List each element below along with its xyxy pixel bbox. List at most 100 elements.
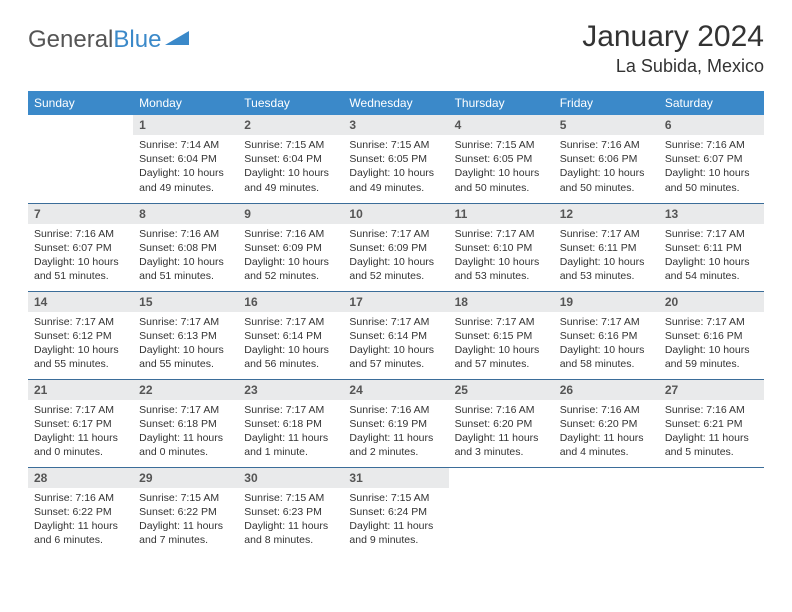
- daylight-text-1: Daylight: 10 hours: [455, 255, 548, 269]
- daylight-text-1: Daylight: 10 hours: [665, 255, 758, 269]
- daylight-text-2: and 49 minutes.: [244, 181, 337, 195]
- day-number: 27: [659, 380, 764, 400]
- day-cell: 13Sunrise: 7:17 AMSunset: 6:11 PMDayligh…: [659, 203, 764, 291]
- sunset-text: Sunset: 6:14 PM: [349, 329, 442, 343]
- title-block: January 2024 La Subida, Mexico: [582, 20, 764, 77]
- day-header: Thursday: [449, 91, 554, 115]
- daylight-text-1: Daylight: 10 hours: [560, 166, 653, 180]
- daylight-text-2: and 50 minutes.: [560, 181, 653, 195]
- sunrise-text: Sunrise: 7:16 AM: [560, 403, 653, 417]
- day-number: 1: [133, 115, 238, 135]
- daylight-text-2: and 8 minutes.: [244, 533, 337, 547]
- day-cell: 19Sunrise: 7:17 AMSunset: 6:16 PMDayligh…: [554, 291, 659, 379]
- day-cell: 30Sunrise: 7:15 AMSunset: 6:23 PMDayligh…: [238, 467, 343, 555]
- sunset-text: Sunset: 6:08 PM: [139, 241, 232, 255]
- daylight-text-2: and 0 minutes.: [139, 445, 232, 459]
- day-content: Sunrise: 7:17 AMSunset: 6:17 PMDaylight:…: [28, 400, 133, 466]
- day-cell: 5Sunrise: 7:16 AMSunset: 6:06 PMDaylight…: [554, 115, 659, 203]
- day-cell: 20Sunrise: 7:17 AMSunset: 6:16 PMDayligh…: [659, 291, 764, 379]
- day-number: 2: [238, 115, 343, 135]
- sunrise-text: Sunrise: 7:17 AM: [349, 227, 442, 241]
- sunrise-text: Sunrise: 7:16 AM: [455, 403, 548, 417]
- daylight-text-1: Daylight: 11 hours: [139, 431, 232, 445]
- day-cell: 22Sunrise: 7:17 AMSunset: 6:18 PMDayligh…: [133, 379, 238, 467]
- daylight-text-2: and 56 minutes.: [244, 357, 337, 371]
- sunrise-text: Sunrise: 7:17 AM: [455, 315, 548, 329]
- day-number: 3: [343, 115, 448, 135]
- daylight-text-1: Daylight: 10 hours: [665, 343, 758, 357]
- sunrise-text: Sunrise: 7:15 AM: [244, 491, 337, 505]
- day-cell: 15Sunrise: 7:17 AMSunset: 6:13 PMDayligh…: [133, 291, 238, 379]
- sunrise-text: Sunrise: 7:16 AM: [560, 138, 653, 152]
- sunrise-text: Sunrise: 7:17 AM: [139, 315, 232, 329]
- sunrise-text: Sunrise: 7:17 AM: [455, 227, 548, 241]
- day-cell: 8Sunrise: 7:16 AMSunset: 6:08 PMDaylight…: [133, 203, 238, 291]
- sunrise-text: Sunrise: 7:17 AM: [244, 315, 337, 329]
- logo-text-2: Blue: [113, 26, 161, 54]
- sunset-text: Sunset: 6:18 PM: [139, 417, 232, 431]
- day-cell: 27Sunrise: 7:16 AMSunset: 6:21 PMDayligh…: [659, 379, 764, 467]
- daylight-text-1: Daylight: 10 hours: [349, 343, 442, 357]
- daylight-text-2: and 0 minutes.: [34, 445, 127, 459]
- sunrise-text: Sunrise: 7:16 AM: [244, 227, 337, 241]
- sunset-text: Sunset: 6:09 PM: [349, 241, 442, 255]
- day-content: Sunrise: 7:17 AMSunset: 6:09 PMDaylight:…: [343, 224, 448, 290]
- day-content: Sunrise: 7:15 AMSunset: 6:23 PMDaylight:…: [238, 488, 343, 554]
- day-content: Sunrise: 7:14 AMSunset: 6:04 PMDaylight:…: [133, 135, 238, 201]
- daylight-text-1: Daylight: 10 hours: [244, 255, 337, 269]
- day-content: Sunrise: 7:17 AMSunset: 6:15 PMDaylight:…: [449, 312, 554, 378]
- daylight-text-2: and 50 minutes.: [455, 181, 548, 195]
- day-content: Sunrise: 7:15 AMSunset: 6:24 PMDaylight:…: [343, 488, 448, 554]
- day-cell: 1Sunrise: 7:14 AMSunset: 6:04 PMDaylight…: [133, 115, 238, 203]
- day-cell: 26Sunrise: 7:16 AMSunset: 6:20 PMDayligh…: [554, 379, 659, 467]
- sunset-text: Sunset: 6:22 PM: [34, 505, 127, 519]
- sunset-text: Sunset: 6:17 PM: [34, 417, 127, 431]
- daylight-text-2: and 6 minutes.: [34, 533, 127, 547]
- day-number: 25: [449, 380, 554, 400]
- empty-day-cell: [659, 467, 764, 555]
- daylight-text-1: Daylight: 10 hours: [455, 343, 548, 357]
- sunrise-text: Sunrise: 7:17 AM: [244, 403, 337, 417]
- day-number: 11: [449, 204, 554, 224]
- day-cell: 28Sunrise: 7:16 AMSunset: 6:22 PMDayligh…: [28, 467, 133, 555]
- daylight-text-2: and 55 minutes.: [34, 357, 127, 371]
- calendar-week-row: 1Sunrise: 7:14 AMSunset: 6:04 PMDaylight…: [28, 115, 764, 203]
- sunset-text: Sunset: 6:20 PM: [560, 417, 653, 431]
- daylight-text-2: and 49 minutes.: [349, 181, 442, 195]
- logo-text-1: General: [28, 26, 113, 54]
- daylight-text-1: Daylight: 10 hours: [139, 166, 232, 180]
- empty-day-cell: [28, 115, 133, 203]
- logo: GeneralBlue: [28, 20, 191, 54]
- day-cell: 4Sunrise: 7:15 AMSunset: 6:05 PMDaylight…: [449, 115, 554, 203]
- sunset-text: Sunset: 6:22 PM: [139, 505, 232, 519]
- day-cell: 21Sunrise: 7:17 AMSunset: 6:17 PMDayligh…: [28, 379, 133, 467]
- daylight-text-2: and 57 minutes.: [349, 357, 442, 371]
- daylight-text-2: and 55 minutes.: [139, 357, 232, 371]
- sunset-text: Sunset: 6:19 PM: [349, 417, 442, 431]
- daylight-text-2: and 52 minutes.: [244, 269, 337, 283]
- sunset-text: Sunset: 6:04 PM: [139, 152, 232, 166]
- day-content: Sunrise: 7:15 AMSunset: 6:05 PMDaylight:…: [343, 135, 448, 201]
- daylight-text-2: and 51 minutes.: [34, 269, 127, 283]
- day-number: 16: [238, 292, 343, 312]
- sunset-text: Sunset: 6:14 PM: [244, 329, 337, 343]
- day-header: Monday: [133, 91, 238, 115]
- day-header: Friday: [554, 91, 659, 115]
- daylight-text-1: Daylight: 11 hours: [139, 519, 232, 533]
- sunset-text: Sunset: 6:20 PM: [455, 417, 548, 431]
- daylight-text-1: Daylight: 11 hours: [349, 431, 442, 445]
- calendar-week-row: 28Sunrise: 7:16 AMSunset: 6:22 PMDayligh…: [28, 467, 764, 555]
- daylight-text-2: and 59 minutes.: [665, 357, 758, 371]
- daylight-text-2: and 1 minute.: [244, 445, 337, 459]
- day-cell: 16Sunrise: 7:17 AMSunset: 6:14 PMDayligh…: [238, 291, 343, 379]
- daylight-text-2: and 54 minutes.: [665, 269, 758, 283]
- sunrise-text: Sunrise: 7:17 AM: [665, 227, 758, 241]
- sunset-text: Sunset: 6:07 PM: [665, 152, 758, 166]
- daylight-text-1: Daylight: 11 hours: [34, 519, 127, 533]
- day-number: 31: [343, 468, 448, 488]
- daylight-text-2: and 52 minutes.: [349, 269, 442, 283]
- day-cell: 3Sunrise: 7:15 AMSunset: 6:05 PMDaylight…: [343, 115, 448, 203]
- sunrise-text: Sunrise: 7:17 AM: [560, 315, 653, 329]
- daylight-text-1: Daylight: 11 hours: [455, 431, 548, 445]
- sunset-text: Sunset: 6:23 PM: [244, 505, 337, 519]
